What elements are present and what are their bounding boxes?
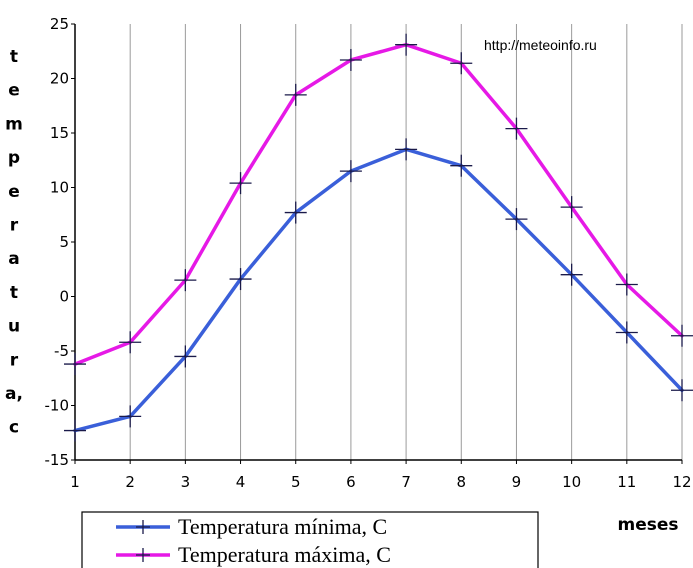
source-label: http://meteoinfo.ru [484, 37, 597, 53]
x-tick-label: 1 [70, 473, 80, 491]
x-tick-label: 5 [291, 473, 301, 491]
legend-label: Temperatura máxima, C [178, 542, 391, 567]
data-point [560, 263, 583, 286]
y-label-glyph: e [8, 182, 20, 202]
data-point [284, 201, 307, 224]
x-tick-label: 9 [512, 473, 522, 491]
data-point [119, 405, 142, 428]
x-tick-label: 10 [562, 473, 581, 491]
y-label-glyph: c [9, 418, 19, 438]
y-label-glyph: a [8, 249, 19, 269]
y-tick-label: 10 [50, 179, 69, 197]
x-tick-label: 11 [617, 473, 636, 491]
data-point [450, 52, 473, 75]
data-point [229, 268, 252, 291]
series-group [64, 33, 693, 442]
data-point [671, 324, 693, 347]
data-point [229, 172, 252, 195]
y-tick-label: 20 [50, 70, 69, 88]
y-tick-label: -10 [45, 397, 70, 415]
data-point [395, 33, 418, 56]
x-tick-label: 7 [401, 473, 411, 491]
series-line-2 [73, 42, 684, 366]
data-point [174, 269, 197, 292]
legend-label: Temperatura mínima, C [178, 514, 387, 539]
y-tick-label: 5 [59, 233, 69, 251]
y-label-glyph: m [5, 114, 23, 134]
x-tick-label: 3 [181, 473, 191, 491]
y-label-glyph: r [10, 350, 19, 370]
y-tick-label: -15 [45, 451, 70, 469]
plot-area [75, 24, 682, 460]
data-point [615, 321, 638, 344]
legend-box [81, 511, 539, 568]
data-point [284, 83, 307, 106]
y-label-glyph: e [8, 81, 20, 101]
y-label-glyph: t [10, 283, 18, 303]
data-point [119, 331, 142, 354]
y-tick-label: 0 [59, 288, 69, 306]
data-point [505, 117, 528, 140]
data-point [339, 48, 362, 71]
data-point [560, 196, 583, 219]
y-tick-labels: -15 -10 -5 0 5 10 15 20 25 [45, 15, 70, 469]
data-point [64, 353, 86, 376]
data-point [615, 273, 638, 296]
x-tick-label: 2 [125, 473, 135, 491]
data-point [174, 345, 197, 368]
y-tick-label: 25 [50, 15, 69, 33]
x-tick-label: 12 [672, 473, 691, 491]
y-label-glyph: u [8, 317, 20, 337]
data-point [339, 160, 362, 183]
legend: Temperatura mínima, C Temperatura máxima,… [81, 511, 539, 568]
data-point [450, 154, 473, 177]
data-point [395, 138, 418, 161]
data-point [64, 419, 86, 442]
y-label-glyph: a, [5, 384, 23, 404]
x-tick-labels: 1 2 3 4 5 6 7 8 9 10 11 12 [70, 473, 691, 491]
grid-lines [74, 24, 683, 460]
y-tick-label: 15 [50, 124, 69, 142]
axes [71, 23, 683, 464]
x-tick-label: 6 [346, 473, 356, 491]
y-tick-label: -5 [54, 342, 69, 360]
data-point [505, 208, 528, 231]
data-point [671, 379, 693, 402]
legend-item-1: Temperatura mínima, C [116, 514, 387, 539]
y-label-glyph: t [10, 47, 18, 67]
x-tick-label: 8 [456, 473, 466, 491]
legend-item-2: Temperatura máxima, C [116, 542, 391, 567]
series-line-1 [73, 147, 684, 433]
x-axis-label: meses [617, 515, 678, 535]
y-label-glyph: r [10, 216, 19, 236]
y-label-glyph: p [8, 148, 20, 168]
x-tick-label: 4 [236, 473, 246, 491]
